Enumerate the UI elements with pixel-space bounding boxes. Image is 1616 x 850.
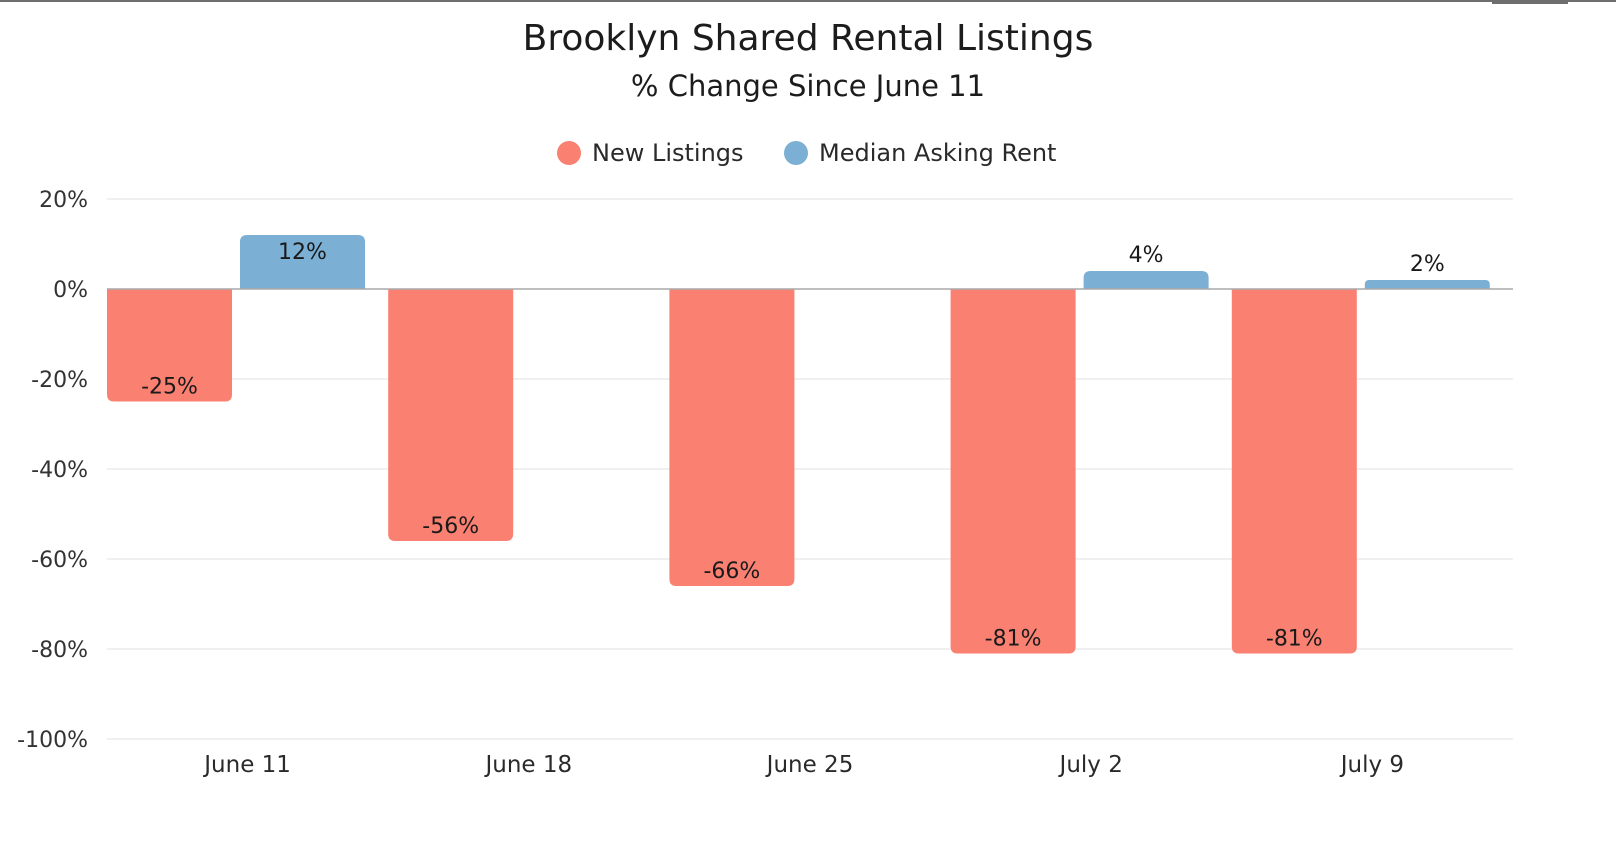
data-labels: -25% 12% -56% -66% -81% 4% -81% 2% xyxy=(141,240,1445,652)
chart-title: Brooklyn Shared Rental Listings xyxy=(523,18,1094,59)
x-category-label: June 25 xyxy=(765,752,854,778)
chart-subtitle: % Change Since June 11 xyxy=(631,69,985,103)
bar-new-listings xyxy=(107,289,232,402)
data-label: -25% xyxy=(141,375,198,400)
bar-median-asking-rent xyxy=(1083,271,1209,289)
top-border-accent xyxy=(1492,2,1568,4)
top-border-line xyxy=(0,0,1616,2)
bar-new-listings xyxy=(1231,289,1357,654)
bar-median-asking-rent xyxy=(240,235,365,289)
legend-swatch-new-listings xyxy=(557,141,581,165)
legend-label-new-listings: New Listings xyxy=(592,139,744,167)
data-label: -81% xyxy=(985,627,1042,652)
x-category-label: July 2 xyxy=(1058,752,1123,778)
x-category-label: June 11 xyxy=(202,752,291,778)
x-axis-categories: June 11 June 18 June 25 July 2 July 9 xyxy=(202,752,1404,778)
y-tick-label: -60% xyxy=(31,548,88,573)
data-label: -66% xyxy=(703,559,760,584)
legend: New Listings Median Asking Rent xyxy=(557,139,1056,167)
y-tick-label: -100% xyxy=(17,728,88,753)
y-axis-ticks: 20% 0% -20% -40% -60% -80% -100% xyxy=(17,188,88,753)
data-label: -81% xyxy=(1266,627,1323,652)
y-tick-label: -20% xyxy=(31,368,88,393)
legend-swatch-median-asking-rent xyxy=(784,141,808,165)
bar-new-listings xyxy=(950,289,1076,654)
bar-new-listings xyxy=(669,289,795,586)
y-tick-label: -80% xyxy=(31,638,88,663)
bar-median-asking-rent xyxy=(1364,280,1490,289)
x-category-label: June 18 xyxy=(483,752,572,778)
legend-label-median-asking-rent: Median Asking Rent xyxy=(819,139,1056,167)
data-label: 4% xyxy=(1129,243,1164,268)
y-tick-label: 20% xyxy=(39,188,88,213)
data-label: 2% xyxy=(1410,252,1445,277)
y-tick-label: -40% xyxy=(31,458,88,483)
bars xyxy=(107,235,1490,654)
data-label: 12% xyxy=(278,240,327,265)
x-category-label: July 9 xyxy=(1339,752,1404,778)
y-tick-label: 0% xyxy=(53,278,88,303)
data-label: -56% xyxy=(422,514,479,539)
bar-new-listings xyxy=(388,289,514,541)
